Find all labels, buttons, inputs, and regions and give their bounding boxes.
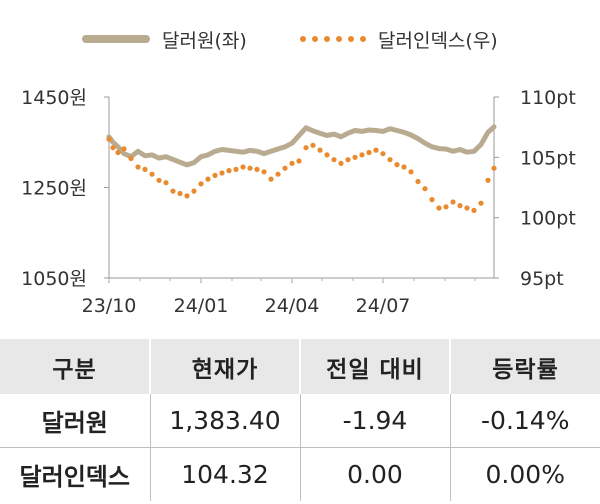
- table-row: 달러원 1,383.40 -1.94 -0.14%: [0, 394, 600, 448]
- dollar-index-point: [149, 171, 155, 177]
- dollar-index-point: [457, 203, 463, 209]
- legend-label: 달러원(좌): [162, 29, 247, 52]
- x-tick-label: 23/10: [82, 295, 137, 317]
- left-tick-label: 1050원: [21, 268, 87, 290]
- dollar-index-point: [429, 197, 435, 203]
- dollar-index-point: [366, 149, 372, 156]
- dollar-index-point: [478, 200, 484, 206]
- table-row: 달러인덱스 104.32 0.00 0.00%: [0, 447, 600, 501]
- dollar-index-point: [415, 178, 421, 185]
- usdkrw-line: [106, 124, 497, 168]
- exchange-rate-chart: 1450원 1250원 1050원 110pt 105pt 100pt 95pt 23/10 2…: [21, 24, 576, 318]
- dollar-index-point: [282, 165, 288, 171]
- right-tick-label: 95pt: [520, 268, 564, 290]
- dollar-index-point: [338, 160, 344, 166]
- dollar-index-point: [205, 176, 211, 182]
- change-cell: 0.00: [299, 447, 450, 501]
- dollar-index-point: [296, 158, 302, 164]
- dollar-index-point: [471, 207, 477, 213]
- dollar-index-point: [226, 168, 232, 174]
- change-rate-cell: -0.14%: [449, 394, 600, 448]
- legend-label: 달러인덱스(우): [378, 29, 498, 52]
- dollar-index-point: [491, 165, 497, 171]
- legend-dot: [300, 36, 306, 42]
- dollar-index-point: [163, 180, 169, 186]
- dollar-index-point: [310, 142, 316, 148]
- legend-dot: [360, 36, 366, 42]
- right-tick-label: 105pt: [520, 147, 576, 169]
- dollar-index-point: [268, 176, 274, 182]
- dollar-index-point: [184, 193, 190, 199]
- dollar-index-point: [324, 152, 330, 158]
- row-label: 달러원: [0, 394, 150, 448]
- dollar-index-point: [110, 145, 116, 151]
- legend-item-usdkrw: 달러원(좌): [82, 24, 247, 54]
- dollar-index-point: [128, 155, 134, 162]
- column-header: 등락률: [449, 339, 600, 394]
- dollar-index-point: [373, 147, 379, 153]
- dollar-index-point: [170, 188, 176, 194]
- dollar-index-point: [219, 170, 225, 176]
- dollar-index-point: [212, 172, 218, 178]
- legend-dot: [348, 36, 354, 42]
- dollar-index-point: [443, 204, 449, 210]
- x-tick-label: 24/07: [356, 295, 411, 317]
- legend-dot: [324, 36, 330, 42]
- quote-table: 구분 현재가 전일 대비 등락률 달러원 1,383.40 -1.94 -0.1…: [0, 339, 600, 501]
- dollar-index-point: [142, 166, 148, 172]
- legend-swatch-dotted-line: [300, 36, 366, 42]
- right-tick-label: 100pt: [520, 208, 576, 230]
- dollar-index-point: [464, 205, 470, 211]
- dollar-index-point: [394, 162, 400, 168]
- x-tick-label: 24/04: [265, 295, 320, 317]
- dollar-index-point: [247, 165, 253, 171]
- chart-canvas: 1450원 1250원 1050원 110pt 105pt 100pt 95pt 23/10 2…: [21, 87, 576, 317]
- dollar-index-point: [380, 151, 386, 157]
- legend-swatch-solid-line: [82, 35, 150, 43]
- dollar-index-point: [317, 147, 323, 153]
- dollar-index-point: [289, 160, 295, 166]
- change-rate-cell: 0.00%: [449, 447, 600, 501]
- right-tick-label: 110pt: [520, 87, 576, 109]
- column-header: 구분: [0, 339, 150, 394]
- dollar-index-point: [198, 181, 204, 187]
- dollar-index-point: [303, 145, 309, 151]
- dollar-index-point: [156, 177, 162, 183]
- dollar-index-point: [450, 199, 456, 205]
- dollar-index-point: [115, 149, 121, 156]
- dollar-index-point: [387, 157, 393, 163]
- dollar-index-point: [106, 136, 112, 142]
- current-price-cell: 1,383.40: [149, 394, 300, 448]
- legend-dot: [336, 36, 342, 42]
- dollar-index-point: [121, 146, 127, 152]
- dollar-index-point: [254, 166, 260, 172]
- dollar-index-point: [233, 166, 239, 172]
- dollar-index-point: [331, 157, 337, 163]
- left-tick-label: 1450원: [21, 87, 87, 109]
- dollar-index-point: [485, 177, 491, 183]
- dollar-index-point: [359, 152, 365, 158]
- dollar-index-point: [345, 157, 351, 163]
- dollar-index-point: [191, 188, 197, 194]
- legend-dot: [312, 36, 318, 42]
- table-header-row: 구분 현재가 전일 대비 등락률: [0, 339, 600, 394]
- left-tick-label: 1250원: [21, 178, 87, 200]
- dollar-index-point: [240, 164, 246, 170]
- dollar-index-point: [261, 169, 267, 175]
- dollar-index-point: [275, 171, 281, 177]
- current-price-cell: 104.32: [149, 447, 300, 501]
- dollar-index-point: [401, 164, 407, 170]
- change-cell: -1.94: [299, 394, 450, 448]
- legend-item-dollar-index: 달러인덱스(우): [300, 24, 498, 54]
- dollar-index-point: [135, 164, 141, 170]
- dollar-index-point: [422, 186, 428, 192]
- dollar-index-point: [408, 169, 414, 175]
- dollar-index-point: [177, 190, 183, 197]
- dollar-index-point: [352, 154, 358, 160]
- x-tick-label: 24/01: [174, 295, 229, 317]
- column-header: 전일 대비: [299, 339, 450, 394]
- dollar-index-point: [436, 205, 442, 211]
- column-header: 현재가: [149, 339, 300, 394]
- row-label: 달러인덱스: [19, 463, 130, 491]
